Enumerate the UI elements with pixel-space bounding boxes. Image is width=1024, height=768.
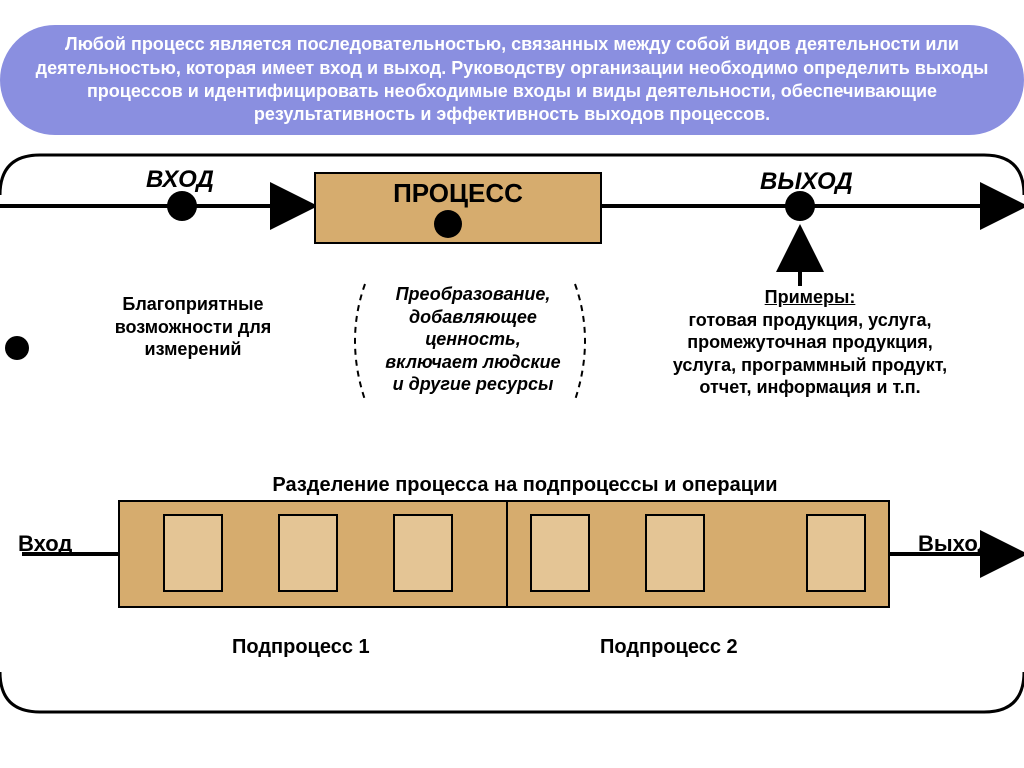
examples-title: Примеры: <box>765 287 856 307</box>
opportunities-text: Благоприятные возможности для измерений <box>73 293 313 361</box>
sub-container <box>118 500 890 608</box>
transformation-text: Преобразование, добавляющее ценность, вк… <box>358 283 588 396</box>
sub-title: Разделение процесса на подпроцессы и опе… <box>225 473 825 498</box>
sub-input-label: Вход <box>18 530 72 558</box>
examples-text: готовая продукция, услуга, промежуточная… <box>673 310 947 398</box>
sub-box-4 <box>530 514 590 592</box>
sub-divider <box>506 500 508 608</box>
sub-output-label: Выход <box>918 530 991 558</box>
sub-box-1 <box>163 514 223 592</box>
dot-loose <box>5 336 29 360</box>
sub-box-5 <box>645 514 705 592</box>
sub2-label: Подпроцесс 2 <box>600 635 738 660</box>
dot-output <box>785 191 815 221</box>
sub1-label: Подпроцесс 1 <box>232 635 370 660</box>
dot-process <box>434 210 462 238</box>
input-label: ВХОД <box>146 166 214 194</box>
header-text: Любой процесс является последовательност… <box>30 33 994 127</box>
process-label: ПРОЦЕСС <box>393 178 523 208</box>
sub-box-6 <box>806 514 866 592</box>
header-band: Любой процесс является последовательност… <box>0 25 1024 135</box>
sub-box-2 <box>278 514 338 592</box>
examples-block: Примеры: готовая продукция, услуга, пром… <box>660 286 960 399</box>
sub-box-3 <box>393 514 453 592</box>
dot-input <box>167 191 197 221</box>
